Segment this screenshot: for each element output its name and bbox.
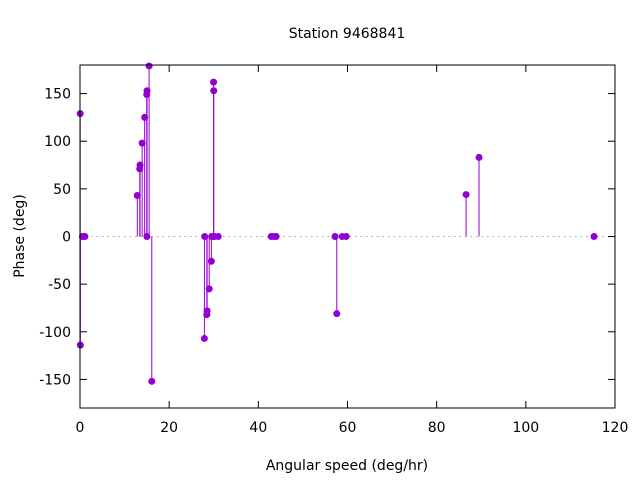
data-point (210, 78, 218, 86)
data-point (203, 307, 211, 315)
y-tick-label: 50 (53, 182, 71, 198)
x-tick-label: 60 (339, 420, 357, 436)
data-point (590, 233, 598, 240)
data-point (81, 233, 89, 240)
data-point (141, 113, 149, 121)
plot-frame (79, 64, 616, 409)
y-tick-label: 0 (62, 230, 71, 246)
data-point (138, 139, 146, 147)
x-tick-label: 100 (512, 420, 539, 436)
x-tick-label: 120 (602, 420, 629, 436)
data-point (145, 62, 153, 70)
data-point (333, 310, 341, 318)
y-tick-label: -150 (39, 372, 71, 388)
x-tick-label: 40 (249, 420, 267, 436)
data-point (143, 233, 151, 240)
data-point (143, 87, 151, 95)
y-tick-label: -50 (48, 277, 71, 293)
data-point (207, 257, 215, 265)
data-point (200, 334, 208, 342)
y-tick-label: 100 (44, 134, 71, 150)
data-point (133, 192, 141, 200)
data-point (201, 233, 209, 240)
data-point (475, 153, 483, 161)
data-point (136, 161, 144, 169)
y-axis-label: Phase (deg) (12, 194, 28, 278)
x-axis-label: Angular speed (deg/hr) (266, 458, 428, 474)
x-tick-label: 80 (428, 420, 446, 436)
x-tick-label: 0 (76, 420, 85, 436)
y-tick-label: -100 (39, 325, 71, 341)
y-tick-label: 150 (44, 87, 71, 103)
data-point (210, 87, 218, 95)
chart-title: Station 9468841 (289, 26, 406, 42)
data-point (214, 233, 222, 240)
data-point (331, 233, 339, 240)
data-point (462, 191, 470, 199)
data-point (272, 233, 280, 240)
x-tick-label: 20 (160, 420, 178, 436)
data-point (148, 377, 156, 385)
data-point (205, 285, 213, 293)
data-point (342, 233, 350, 240)
